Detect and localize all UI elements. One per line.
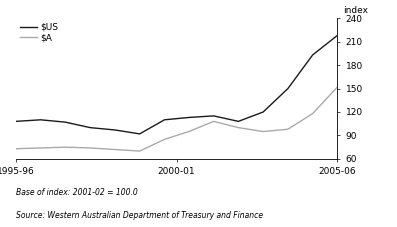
Line: $A: $A bbox=[16, 87, 337, 151]
$US bbox=[187, 116, 191, 119]
Line: $US: $US bbox=[16, 35, 337, 134]
$US bbox=[88, 126, 93, 129]
$A bbox=[137, 150, 142, 153]
$US bbox=[38, 118, 43, 121]
$US bbox=[310, 54, 315, 56]
$A bbox=[261, 130, 266, 133]
Text: Source: Western Australian Department of Treasury and Finance: Source: Western Australian Department of… bbox=[16, 211, 263, 220]
$US bbox=[211, 115, 216, 117]
$US bbox=[236, 120, 241, 123]
$US bbox=[13, 120, 18, 123]
$A bbox=[112, 148, 117, 151]
$A bbox=[187, 130, 191, 133]
$US bbox=[335, 34, 340, 37]
Text: index: index bbox=[343, 6, 368, 15]
$A bbox=[13, 147, 18, 150]
$US bbox=[285, 87, 290, 90]
$A bbox=[162, 138, 167, 141]
$US bbox=[137, 133, 142, 135]
Text: Base of index: 2001-02 = 100.0: Base of index: 2001-02 = 100.0 bbox=[16, 188, 138, 197]
$A bbox=[88, 147, 93, 149]
$US bbox=[162, 118, 167, 121]
$A bbox=[38, 147, 43, 149]
Legend: $US, $A: $US, $A bbox=[20, 23, 58, 42]
$A bbox=[310, 112, 315, 115]
$US bbox=[112, 129, 117, 131]
$A bbox=[285, 128, 290, 131]
$A bbox=[211, 120, 216, 123]
$A bbox=[335, 86, 340, 88]
$US bbox=[261, 111, 266, 113]
$US bbox=[63, 121, 68, 123]
$A bbox=[236, 126, 241, 129]
$A bbox=[63, 146, 68, 148]
